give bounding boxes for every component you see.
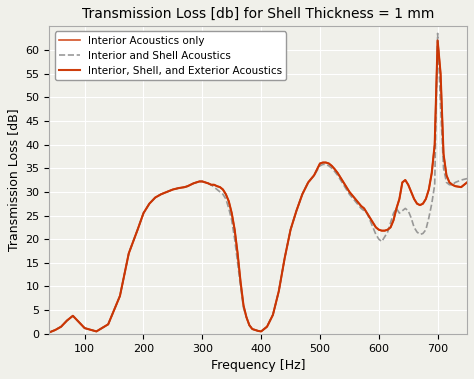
Interior and Shell Acoustics (46, 330, 52, 335)
Interior and Shell Acoustics (370, 225, 376, 230)
Interior and Shell Acoustics (93, 329, 99, 334)
Interior and Shell Acoustics (332, 169, 337, 174)
X-axis label: Frequency [Hz]: Frequency [Hz] (211, 359, 305, 372)
Line: Interior Acoustics only: Interior Acoustics only (49, 41, 467, 332)
Interior, Shell, and Exterior Acoustics (370, 220, 376, 225)
Interior, Shell, and Exterior Acoustics (435, 38, 440, 43)
Interior, Shell, and Exterior Acoustics (46, 330, 52, 335)
Y-axis label: Transmission Loss [dB]: Transmission Loss [dB] (7, 109, 20, 251)
Interior and Shell Acoustics (464, 176, 470, 181)
Interior, Shell, and Exterior Acoustics (385, 227, 391, 232)
Interior, Shell, and Exterior Acoustics (464, 180, 470, 185)
Interior Acoustics only (264, 324, 270, 329)
Interior Acoustics only (332, 167, 337, 171)
Interior, Shell, and Exterior Acoustics (93, 329, 99, 334)
Interior, Shell, and Exterior Acoustics (200, 179, 205, 184)
Line: Interior and Shell Acoustics: Interior and Shell Acoustics (49, 33, 467, 332)
Interior Acoustics only (435, 38, 440, 43)
Legend: Interior Acoustics only, Interior and Shell Acoustics, Interior, Shell, and Exte: Interior Acoustics only, Interior and Sh… (55, 31, 286, 80)
Interior and Shell Acoustics (385, 230, 391, 234)
Interior Acoustics only (464, 180, 470, 185)
Line: Interior, Shell, and Exterior Acoustics: Interior, Shell, and Exterior Acoustics (49, 41, 467, 332)
Interior Acoustics only (200, 179, 205, 184)
Interior Acoustics only (46, 330, 52, 335)
Interior, Shell, and Exterior Acoustics (332, 167, 337, 171)
Interior Acoustics only (93, 329, 99, 334)
Interior and Shell Acoustics (435, 31, 440, 36)
Interior and Shell Acoustics (264, 324, 270, 329)
Interior and Shell Acoustics (200, 179, 205, 184)
Interior Acoustics only (385, 227, 391, 232)
Title: Transmission Loss [db] for Shell Thickness = 1 mm: Transmission Loss [db] for Shell Thickne… (82, 7, 434, 21)
Interior Acoustics only (370, 220, 376, 225)
Interior, Shell, and Exterior Acoustics (264, 324, 270, 329)
